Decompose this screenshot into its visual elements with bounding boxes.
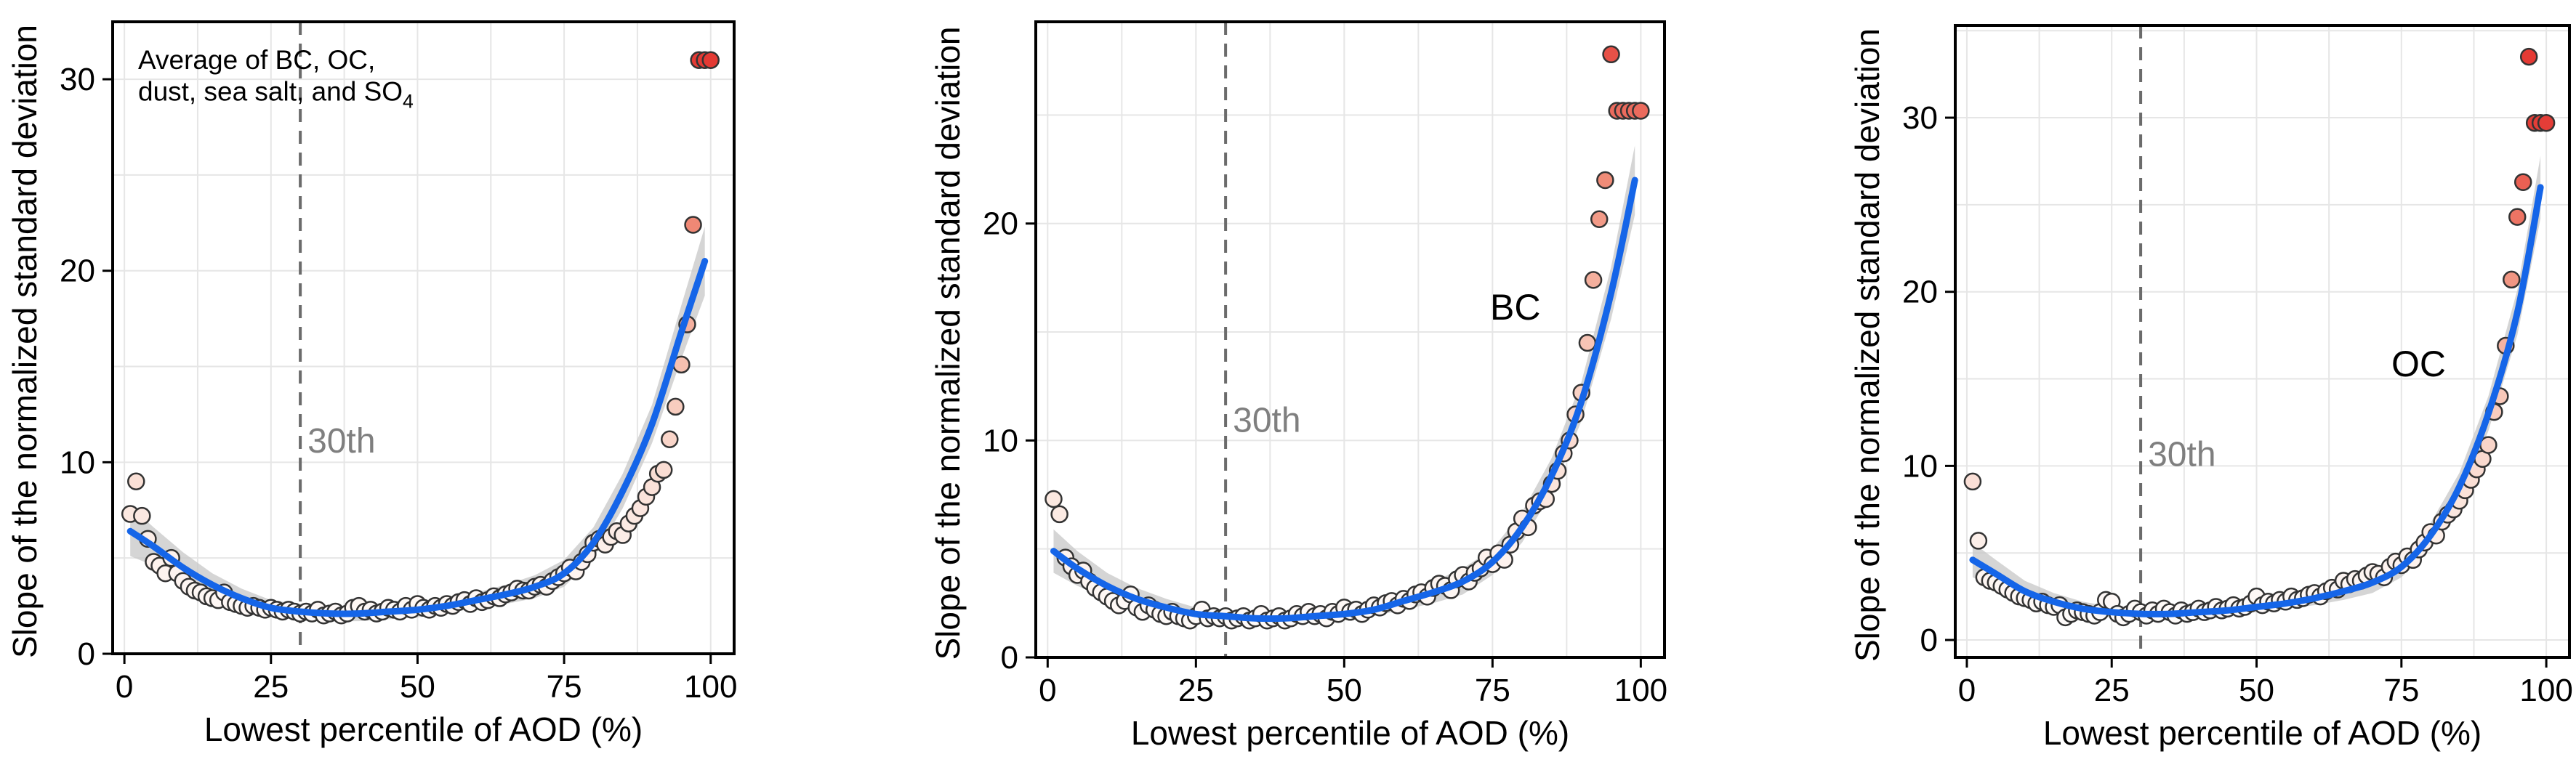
x-tick-label: 0 <box>1039 673 1056 708</box>
y-tick-label: 20 <box>60 254 95 289</box>
y-tick-label: 30 <box>60 62 95 97</box>
annotation-line: BC <box>1490 287 1540 328</box>
x-axis-title: Lowest percentile of AOD (%) <box>204 710 643 748</box>
x-tick-label: 25 <box>253 669 289 705</box>
data-point <box>667 397 685 416</box>
panel-bc: 30th 0 25 50 75 100 0 10 20 Lowest percentile of … <box>929 20 1667 752</box>
data-point <box>127 472 145 490</box>
y-axis-title: Slope of the normalized standard deviati… <box>6 25 44 658</box>
data-point <box>2508 208 2527 226</box>
data-point <box>1050 505 1068 524</box>
x-tick-label: 75 <box>2383 673 2419 708</box>
panel-annotation: BC <box>1490 287 1540 328</box>
x-tick-label: 0 <box>1958 673 1976 708</box>
data-point <box>1602 45 1620 64</box>
y-axis-title: Slope of the normalized standard deviati… <box>1848 28 1886 662</box>
annotation-line: Average of BC, OC, <box>138 45 375 75</box>
x-tick-label: 75 <box>1475 673 1510 708</box>
y-tick-label: 10 <box>983 423 1018 458</box>
y-axis-title: Slope of the normalized standard deviati… <box>929 26 967 660</box>
data-point <box>2513 173 2532 191</box>
data-point <box>684 216 702 234</box>
data-point <box>1590 210 1609 229</box>
data-point <box>701 51 720 69</box>
y-tick-label: 10 <box>1902 448 1938 484</box>
reference-label: 30th <box>2148 435 2215 474</box>
x-tick-label: 100 <box>684 669 737 705</box>
x-tick-label: 25 <box>2094 673 2130 708</box>
x-tick-label: 100 <box>2519 673 2572 708</box>
panel-oc: 30th 0 25 50 75 100 0 10 20 30 Lowest percentile o… <box>1848 24 2573 752</box>
x-axis-title: Lowest percentile of AOD (%) <box>2043 714 2482 752</box>
data-point <box>2503 270 2521 289</box>
y-tick-label: 0 <box>1920 623 1938 658</box>
x-tick-label: 50 <box>2239 673 2274 708</box>
data-point <box>1045 490 1063 508</box>
data-points <box>1045 45 1650 630</box>
x-tick-label: 50 <box>400 669 435 705</box>
plot-frame <box>111 20 736 655</box>
y-tick-label: 0 <box>1001 640 1018 676</box>
data-point <box>1584 271 1603 289</box>
data-point <box>661 430 679 448</box>
plot-area <box>1045 22 1650 657</box>
y-tick-label: 0 <box>78 636 95 672</box>
plot-frame <box>1954 24 2571 659</box>
data-point <box>1969 532 1988 550</box>
panel-combined: 30th 0 25 50 75 100 0 10 20 30 Lowest percentile o… <box>6 20 737 748</box>
y-tick-label: 20 <box>983 206 1018 242</box>
x-tick-label: 100 <box>1614 673 1667 708</box>
data-point <box>654 461 673 479</box>
data-point <box>1632 102 1650 120</box>
plot-frame <box>1034 20 1666 659</box>
data-point <box>2537 113 2556 132</box>
data-point <box>1596 171 1614 190</box>
gridlines <box>1955 25 2569 657</box>
fit-curve <box>126 258 709 617</box>
annotation-line: dust, sea salt, and SO <box>138 77 403 107</box>
gridlines <box>113 22 734 654</box>
x-tick-label: 50 <box>1327 673 1362 708</box>
y-tick-label: 20 <box>1902 275 1938 310</box>
gridlines <box>1036 22 1665 658</box>
data-points <box>121 51 720 625</box>
fit-curve <box>1050 177 1638 623</box>
data-point <box>1963 472 1982 491</box>
x-tick-label: 75 <box>547 669 582 705</box>
annotation-line: OC <box>2391 344 2446 384</box>
x-tick-label: 25 <box>1178 673 1214 708</box>
plot-area <box>1963 25 2556 657</box>
panel-annotation: Average of BC, OC, dust, sea salt, and SO… <box>138 45 414 113</box>
plot-area <box>121 22 720 654</box>
y-tick-label: 30 <box>1902 100 1938 136</box>
data-point <box>2519 47 2538 66</box>
reference-label: 30th <box>307 422 375 461</box>
reference-label: 30th <box>1233 401 1300 439</box>
data-points <box>1963 47 2556 627</box>
annotation-subscript: 4 <box>403 91 414 113</box>
y-tick-label: 10 <box>60 445 95 480</box>
x-tick-label: 0 <box>116 669 133 705</box>
confidence-band <box>1053 145 1635 625</box>
data-point <box>133 506 151 525</box>
panel-annotation: OC <box>2391 344 2446 384</box>
x-axis-title: Lowest percentile of AOD (%) <box>1131 714 1569 752</box>
fit-curve <box>1969 184 2544 617</box>
data-point <box>1578 333 1597 352</box>
